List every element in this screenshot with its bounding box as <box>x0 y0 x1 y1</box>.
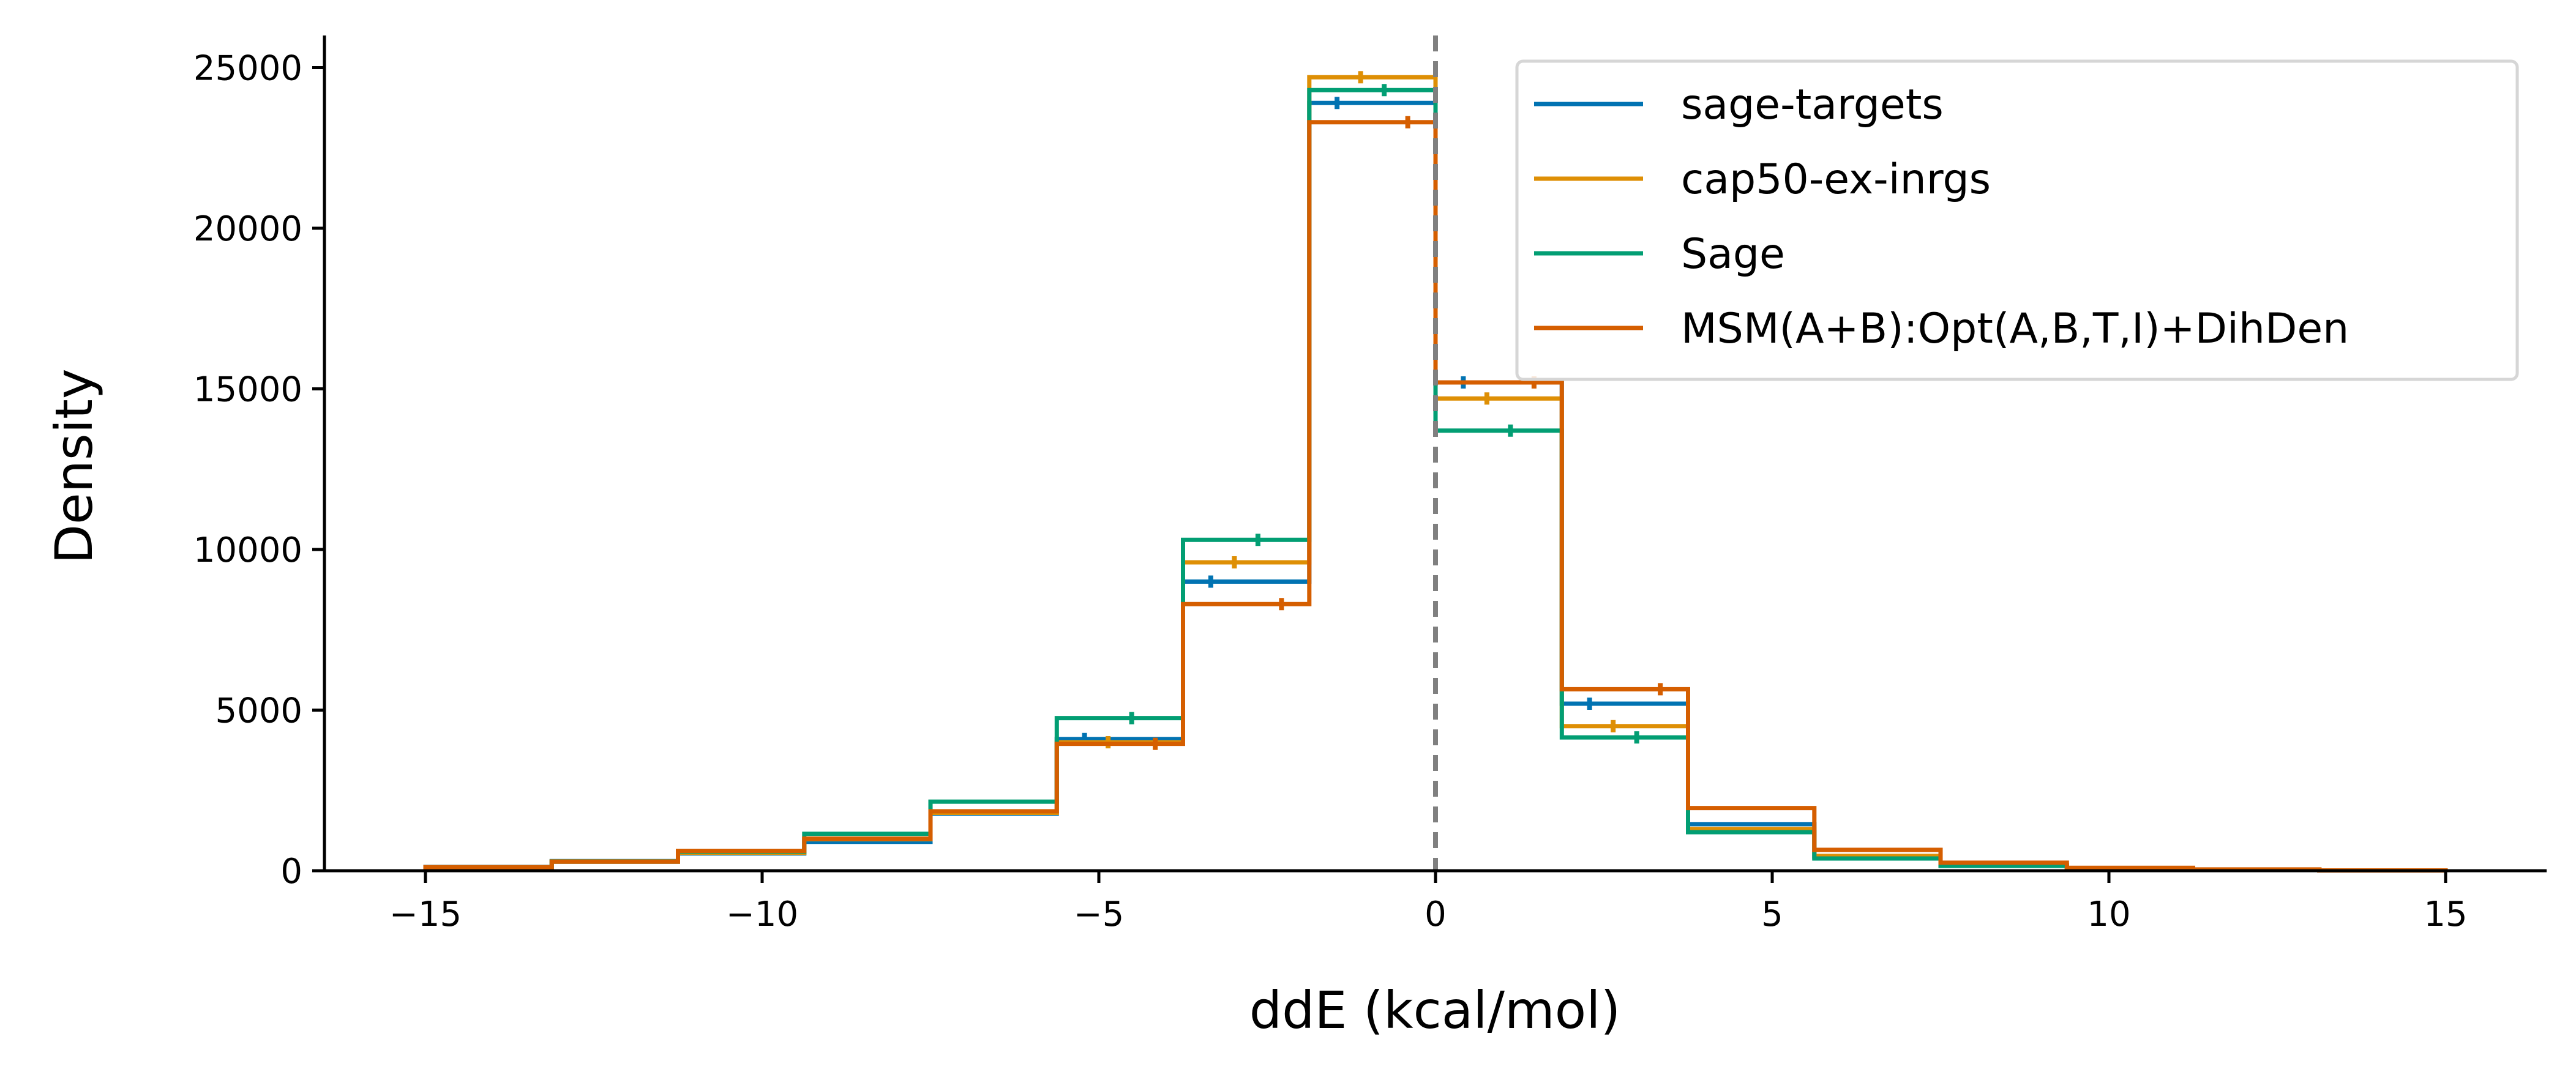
legend-label: sage-targets <box>1681 81 1944 129</box>
x-tick-label: 10 <box>2087 895 2130 934</box>
y-tick-label: 25000 <box>193 49 302 89</box>
y-tick-label: 20000 <box>193 209 302 249</box>
y-tick-label: 15000 <box>193 370 302 410</box>
axes-layer: −15 −10 −5 0 5 10 15 0 5000 10000 15000 20000 25000 <box>193 35 2547 934</box>
legend-label: MSM(A+B):Opt(A,B,T,I)+DihDen <box>1681 305 2349 353</box>
legend-label: Sage <box>1681 230 1785 278</box>
x-tick-label: −10 <box>726 895 798 934</box>
x-tick-label: 15 <box>2424 895 2467 934</box>
y-tick-label: 0 <box>280 852 302 892</box>
y-tick-label: 10000 <box>193 531 302 570</box>
legend-label: cap50-ex-inrgs <box>1681 155 1991 204</box>
legend-box <box>1515 59 2519 381</box>
y-axis-label: Density <box>44 368 104 564</box>
x-axis-label: ddE (kcal/mol) <box>1249 980 1620 1040</box>
plot-lines <box>423 71 2448 873</box>
y-tick-label: 5000 <box>215 691 302 731</box>
x-tick-label: −5 <box>1074 895 1125 934</box>
x-tick-label: 0 <box>1425 895 1447 934</box>
x-tick-label: −15 <box>389 895 462 934</box>
legend: sage-targets cap50-ex-inrgs Sage MSM(A+B):O… <box>1515 59 2519 381</box>
x-tick-label: 5 <box>1761 895 1783 934</box>
